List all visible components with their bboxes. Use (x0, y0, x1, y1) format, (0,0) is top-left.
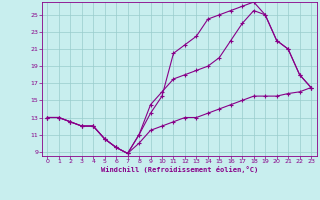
X-axis label: Windchill (Refroidissement éolien,°C): Windchill (Refroidissement éolien,°C) (100, 166, 258, 173)
